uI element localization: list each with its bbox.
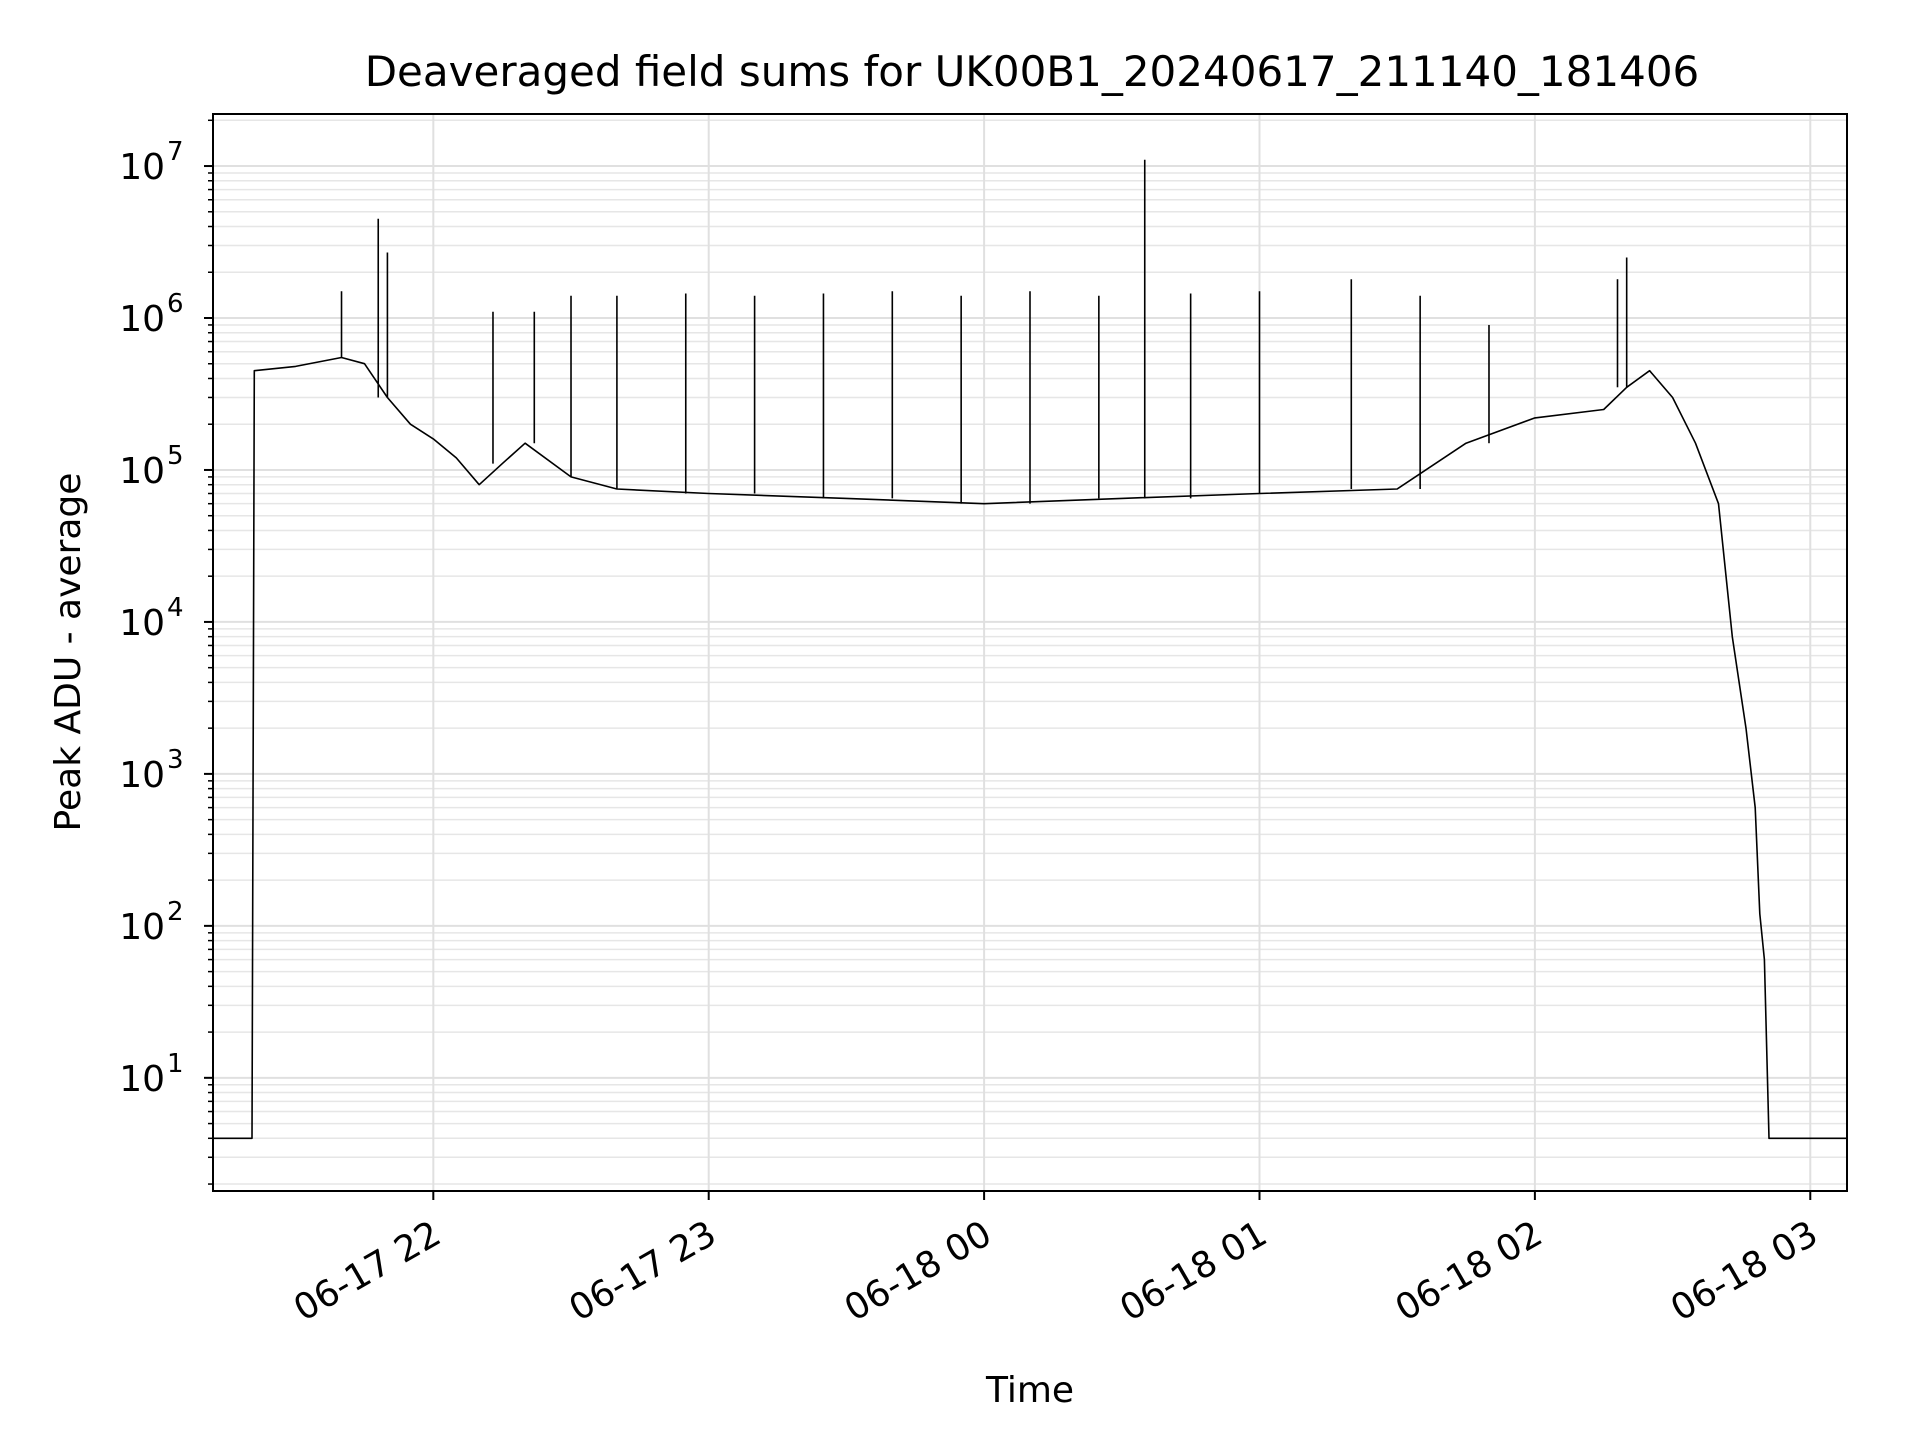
data-series [213,159,1847,1140]
y-tick-label: 10 [119,755,165,796]
grid [213,114,1847,1191]
y-tick-exponent: 5 [167,441,184,471]
y-tick-label: 10 [119,147,165,188]
y-tick-label: 10 [119,299,165,340]
y-tick-exponent: 3 [167,745,184,775]
y-tick-label: 10 [119,451,165,492]
series-line [213,356,1847,1140]
y-tick-exponent: 2 [167,897,184,927]
y-tick-label: 10 [119,1059,165,1100]
y-tick-exponent: 1 [167,1049,184,1079]
x-axis-label: Time [985,1370,1074,1411]
y-tick-label: 10 [119,907,165,948]
y-tick-exponent: 7 [167,137,184,167]
chart-title: Deaveraged field sums for UK00B1_2024061… [365,47,1700,96]
y-tick-exponent: 4 [167,593,184,623]
y-axis-label: Peak ADU - average [48,473,89,832]
y-tick-label: 10 [119,603,165,644]
plot-frame [212,113,1848,1192]
y-tick-exponent: 6 [167,289,184,319]
